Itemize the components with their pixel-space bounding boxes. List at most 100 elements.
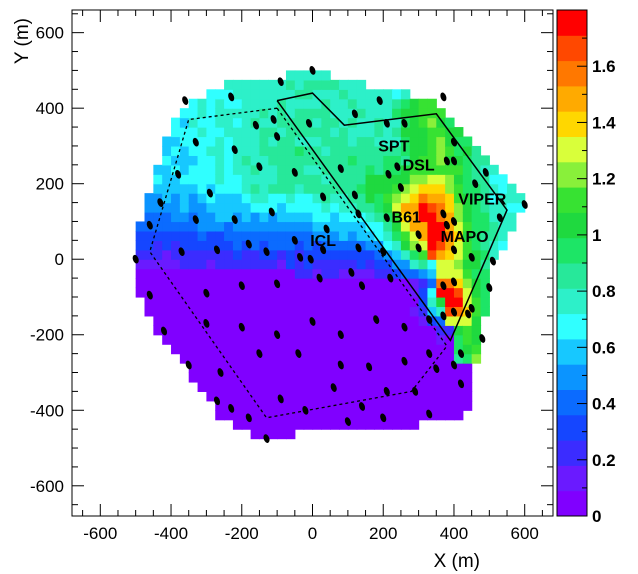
heatmap-cell	[277, 202, 287, 213]
heatmap-cell	[365, 98, 375, 109]
heatmap-cell	[418, 145, 429, 156]
heatmap-cell	[232, 108, 243, 119]
site-label: VIPER	[458, 192, 506, 209]
heatmap-cell	[462, 136, 473, 147]
heatmap-cell	[135, 249, 146, 260]
heatmap-cell	[232, 353, 243, 364]
heatmap-cell	[259, 221, 269, 232]
heatmap-cell	[383, 391, 393, 402]
heatmap-cell	[206, 89, 216, 100]
sensor-point	[380, 247, 387, 257]
heatmap-cell	[400, 278, 411, 289]
heatmap-cell	[383, 136, 393, 147]
heatmap-cell	[259, 108, 269, 119]
sensor-point	[132, 254, 139, 264]
heatmap-cell	[250, 429, 261, 440]
heatmap-cell	[462, 202, 473, 213]
heatmap-cell	[241, 98, 252, 109]
heatmap-cell	[453, 391, 464, 402]
heatmap-cell	[303, 400, 314, 411]
heatmap-cell	[383, 193, 393, 204]
heatmap-cell	[392, 296, 402, 308]
heatmap-cell	[418, 230, 429, 241]
heatmap-cell	[462, 193, 473, 204]
heatmap-cell	[374, 353, 384, 364]
heatmap-cell	[312, 70, 322, 81]
heatmap-cell	[268, 127, 278, 138]
heatmap-cell	[162, 278, 172, 289]
heatmap-cell	[250, 221, 261, 232]
heatmap-cell	[409, 136, 420, 147]
heatmap-cell	[294, 287, 305, 298]
heatmap-cell	[445, 193, 455, 204]
heatmap-cell	[303, 212, 314, 223]
colorbar-bin	[557, 490, 587, 517]
sensor-point	[337, 360, 344, 370]
heatmap-cell	[206, 174, 216, 185]
heatmap-cell	[312, 296, 322, 308]
sensor-point	[376, 96, 383, 105]
heatmap-cell	[303, 381, 314, 392]
heatmap-cell	[321, 249, 331, 260]
heatmap-cell	[462, 164, 473, 175]
heatmap-cell	[339, 381, 349, 392]
sensor-point	[337, 330, 344, 340]
heatmap-cell	[294, 145, 305, 156]
heatmap-cell	[409, 391, 420, 402]
heatmap-cell	[515, 193, 526, 204]
heatmap-cell	[224, 230, 234, 241]
heatmap-cell	[224, 363, 234, 374]
heatmap-cell	[400, 155, 411, 166]
heatmap-cell	[321, 419, 331, 430]
heatmap-cell	[356, 145, 367, 156]
heatmap-cell	[232, 278, 243, 289]
heatmap-cell	[347, 353, 358, 364]
sensor-point	[245, 239, 252, 249]
heatmap-cell	[445, 372, 455, 383]
heatmap-cell	[365, 259, 375, 270]
heatmap-cell	[171, 259, 181, 270]
heatmap-cell	[330, 315, 340, 326]
heatmap-cell	[453, 259, 464, 270]
heatmap-cell	[374, 249, 384, 260]
heatmap-cell	[188, 325, 199, 336]
heatmap-cell	[409, 296, 420, 308]
sensor-point	[387, 273, 394, 283]
heatmap-cell	[330, 174, 340, 185]
sensor-point	[256, 162, 263, 172]
heatmap-cell	[383, 344, 393, 355]
heatmap-cell	[445, 410, 455, 421]
heatmap-cell	[480, 287, 490, 298]
heatmap-cell	[471, 230, 482, 241]
heatmap-cell	[330, 79, 340, 90]
heatmap-cell	[268, 79, 278, 90]
heatmap-cell	[294, 306, 305, 317]
heatmap-cell	[303, 221, 314, 232]
heatmap-cell	[347, 259, 358, 270]
heatmap-cell	[303, 108, 314, 119]
heatmap-cell	[489, 221, 499, 232]
sensor-point	[146, 290, 153, 300]
heatmap-cell	[241, 202, 252, 213]
heatmap-cell	[232, 325, 243, 336]
sensor-point	[355, 243, 362, 253]
heatmap-cell	[462, 230, 473, 241]
heatmap-cell	[162, 183, 172, 194]
heatmap-cell	[312, 193, 322, 204]
heatmap-cell	[162, 334, 172, 345]
heatmap-cell	[453, 240, 464, 251]
heatmap-cell	[241, 108, 252, 119]
heatmap-cell	[409, 202, 420, 213]
heatmap-cell	[374, 212, 384, 223]
sensor-point	[450, 137, 458, 147]
heatmap-cell	[427, 127, 437, 138]
heatmap-cell	[232, 419, 243, 430]
heatmap-cell	[294, 221, 305, 232]
heatmap-cell	[224, 344, 234, 355]
heatmap-cell	[294, 391, 305, 402]
heatmap-cell	[427, 334, 437, 345]
heatmap-cell	[277, 136, 287, 147]
heatmap-cell	[215, 164, 225, 175]
heatmap-cell	[330, 164, 340, 175]
heatmap-cell	[453, 164, 464, 175]
